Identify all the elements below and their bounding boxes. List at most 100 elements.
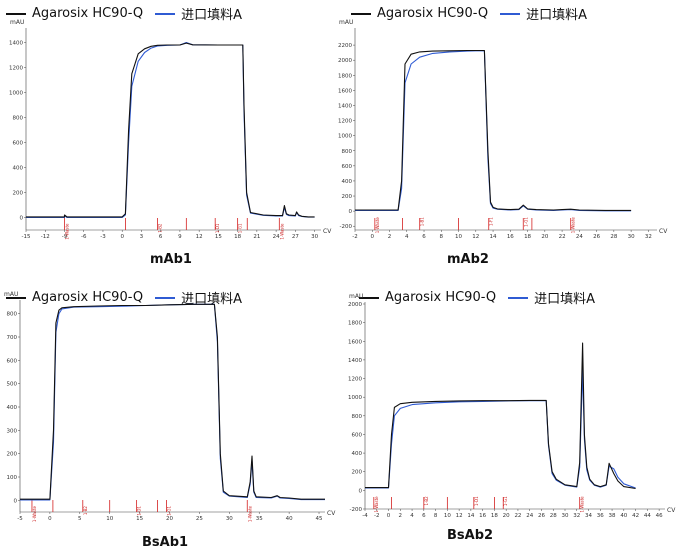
x-tick-label: 45: [316, 516, 323, 522]
y-tick-label: 1600: [338, 88, 352, 94]
fraction-label: 1-G1: [238, 223, 243, 233]
x-tick-label: -3: [100, 234, 106, 240]
x-tick-label: 22: [559, 234, 566, 240]
x-tick-label: 30: [562, 513, 569, 519]
legend-label: Agarosix HC90-Q: [385, 290, 497, 305]
legend-label: Agarosix HC90-Q: [32, 290, 144, 305]
x-tick-label: 16: [479, 513, 486, 519]
legend-label: 进口填料A: [181, 8, 243, 23]
x-tick-label: 16: [507, 234, 514, 240]
y-axis-label: mAU: [10, 19, 24, 26]
series-line-import-resin: [20, 303, 325, 501]
y-tick-label: 1200: [338, 119, 352, 125]
series-line-agarosix: [355, 49, 632, 211]
y-tick-label: 1000: [9, 91, 23, 97]
x-tick-label: 0: [120, 234, 124, 240]
x-tick-label: 18: [234, 234, 241, 240]
series-line-import-resin: [355, 50, 632, 212]
legend: Agarosix HC90-Q 进口填料A: [6, 288, 248, 307]
chart-mab2: mAUCV-2000200400600800100012001400160018…: [338, 19, 668, 240]
x-tick-label: 18: [524, 234, 531, 240]
x-tick-label: -2: [352, 234, 357, 240]
chart-panel-mab1: Agarosix HC90-Q 进口填料A mAU CV 0 200 400 600 800…: [0, 0, 341, 276]
x-tick-label: 30: [311, 234, 318, 240]
legend-entry: 进口填料A: [155, 4, 242, 23]
x-tick-label: 8: [440, 234, 444, 240]
fraction-label: 1-B2: [424, 496, 429, 506]
y-tick-label: 400: [7, 405, 18, 411]
x-tick-label: 24: [273, 234, 280, 240]
y-tick-label: 2000: [348, 302, 362, 308]
chart-title: BsAb1: [142, 535, 189, 550]
legend-entry: Agarosix HC90-Q: [6, 290, 143, 305]
x-tick-label: -6: [81, 234, 87, 240]
x-tick-label: -4: [362, 513, 368, 519]
y-tick-label: 1400: [338, 103, 352, 109]
y-tick-label: 1200: [9, 66, 23, 72]
series-line-agarosix: [26, 42, 315, 218]
x-tick-label: 18: [491, 513, 498, 519]
legend-entry: Agarosix HC90-Q: [6, 6, 143, 21]
y-tick-label: 0: [20, 216, 24, 222]
x-tick-label: 24: [526, 513, 533, 519]
fraction-label: 1-B2: [157, 223, 162, 233]
y-tick-label: 1400: [9, 41, 23, 47]
legend-swatch: [500, 12, 521, 15]
y-tick-label: 200: [342, 194, 353, 200]
fraction-label: 1-B2: [83, 506, 88, 516]
legend-entry: 进口填料A: [155, 288, 242, 307]
legend-label: 进口填料A: [534, 292, 596, 307]
y-tick-label: 1200: [348, 377, 362, 383]
x-tick-label: 14: [490, 234, 497, 240]
chart-title: mAb2: [447, 252, 489, 267]
x-tick-label: 20: [541, 234, 548, 240]
legend-swatch: [6, 296, 26, 299]
x-tick-label: -15: [22, 234, 31, 240]
fraction-label: 1-Waste: [571, 217, 576, 234]
fraction-label: 1-G1: [167, 506, 172, 516]
chart-panel-mab2: Agarosix HC90-Q 进口填料A mAU CV -200 0 200 400 60…: [338, 0, 682, 276]
fraction-label: 1-D1: [137, 506, 142, 516]
x-tick-label: 2: [388, 234, 392, 240]
legend-entry: 进口填料A: [500, 4, 587, 23]
y-tick-label: 600: [13, 141, 24, 147]
y-tick-label: 800: [342, 149, 353, 155]
x-axis-label: CV: [323, 228, 332, 235]
x-tick-label: 6: [422, 513, 426, 519]
y-axis-label: mAU: [4, 291, 18, 298]
x-tick-label: 12: [196, 234, 203, 240]
chart-title: BsAb2: [447, 528, 494, 543]
fraction-label: 1-G1: [523, 217, 528, 227]
legend-swatch: [351, 12, 371, 15]
x-tick-label: 0: [387, 513, 391, 519]
x-tick-label: 20: [166, 516, 173, 522]
x-axis-label: CV: [327, 510, 336, 517]
x-tick-label: 24: [576, 234, 583, 240]
x-tick-label: -5: [17, 516, 23, 522]
fraction-label: 1-Waste: [247, 505, 252, 522]
fraction-label: 1-Waste: [580, 496, 585, 513]
fraction-label: 1-Waste: [374, 496, 379, 513]
x-tick-label: 14: [467, 513, 474, 519]
y-tick-label: 600: [352, 432, 363, 438]
y-tick-label: 800: [7, 312, 18, 318]
fraction-label: 1-Waste: [279, 223, 284, 240]
y-tick-label: 1600: [348, 339, 362, 345]
y-tick-label: 400: [13, 166, 24, 172]
x-tick-label: 35: [256, 516, 263, 522]
y-tick-label: 600: [7, 358, 18, 364]
y-tick-label: -200: [340, 224, 353, 230]
x-tick-label: 25: [196, 516, 203, 522]
x-tick-label: 40: [620, 513, 627, 519]
x-tick-label: -2: [374, 513, 379, 519]
y-tick-label: 600: [342, 164, 353, 170]
x-tick-label: 28: [610, 234, 617, 240]
x-tick-label: 10: [444, 513, 451, 519]
y-tick-label: 500: [7, 382, 18, 388]
y-tick-label: 0: [14, 498, 18, 504]
fraction-label: 1-B1: [420, 217, 425, 227]
x-tick-label: 0: [48, 516, 52, 522]
x-tick-label: -12: [41, 234, 50, 240]
y-tick-label: 100: [7, 475, 18, 481]
x-tick-label: 10: [455, 234, 462, 240]
